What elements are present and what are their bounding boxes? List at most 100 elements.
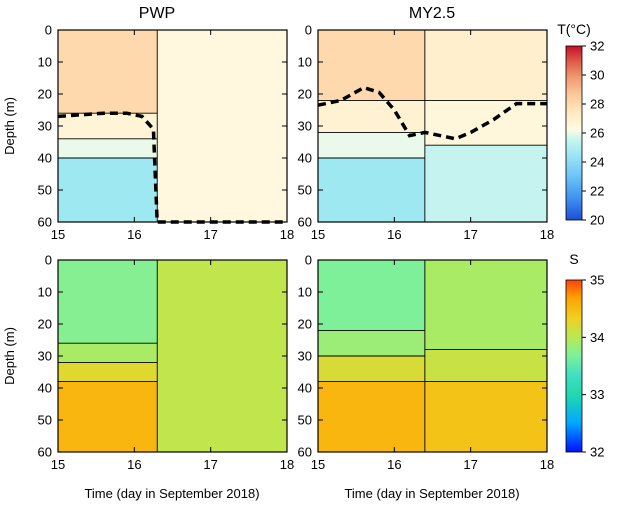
heatmap-region-3 (318, 158, 425, 222)
colorbar-tick-label: 35 (590, 273, 604, 288)
x-tick-label: 16 (127, 227, 141, 242)
colorbar-ticks-temperature: 20 22 24 26 28 30 32 (582, 39, 604, 228)
x-axis-label-my25-salinity: Time (day in September 2018) (344, 486, 519, 501)
heatmap-cells-pwp-temperature (58, 30, 287, 222)
x-tick-label: 18 (280, 457, 294, 472)
y-tick-label: 0 (305, 23, 312, 38)
y-tick-label: 30 (298, 349, 312, 364)
y-tick-label: 30 (38, 349, 52, 364)
y-tick-label: 10 (38, 285, 52, 300)
heatmap-region-3 (318, 381, 425, 452)
x-tick-label: 15 (51, 227, 65, 242)
x-tick-label: 17 (463, 457, 477, 472)
panel-pwp-temperature: PWP 0 10 20 30 40 50 60 15 16 17 18 Depth (m) (2, 5, 294, 242)
colorbar-tick-label: 33 (590, 387, 604, 402)
colorbar-title-salinity: S (569, 251, 578, 267)
y-tick-label: 40 (38, 381, 52, 396)
heatmap-cells-my25-temperature (318, 30, 547, 222)
y-ticks-pwp-temperature: 0 10 20 30 40 50 60 (38, 23, 287, 230)
x-tick-label: 15 (51, 457, 65, 472)
panel-pwp-salinity: 0 10 20 30 40 50 60 15 16 17 18 Depth (m) Time (d… (2, 253, 294, 502)
y-tick-label: 20 (38, 317, 52, 332)
colorbar-tick-label: 30 (590, 68, 604, 83)
y-tick-label: 50 (38, 413, 52, 428)
heatmap-region-2 (318, 132, 425, 158)
heatmap-region-1 (318, 100, 425, 133)
heatmap-region-6 (424, 381, 547, 452)
y-tick-label: 10 (38, 55, 52, 70)
colorbar-tick-label: 32 (590, 39, 604, 54)
x-tick-label: 17 (203, 457, 217, 472)
y-ticks-pwp-salinity: 0 10 20 30 40 50 60 (38, 253, 287, 460)
x-tick-label: 17 (463, 227, 477, 242)
heatmap-region-4 (157, 30, 287, 222)
y-tick-label: 20 (298, 87, 312, 102)
y-tick-label: 30 (298, 119, 312, 134)
colorbar-salinity: S 32 33 34 35 (565, 251, 604, 460)
y-ticks-my25-temperature: 0 10 20 30 40 50 60 (298, 23, 547, 230)
heatmap-region-4 (424, 260, 547, 350)
y-tick-label: 20 (38, 87, 52, 102)
heatmap-region-0 (318, 260, 425, 331)
colorbar-ticks-salinity: 32 33 34 35 (582, 273, 604, 460)
colorbar-title-temperature: T(°C) (557, 21, 591, 37)
colorbar-gradient-temperature (565, 45, 583, 221)
x-tick-label: 15 (311, 227, 325, 242)
y-axis-label-pwp-salinity: Depth (m) (2, 327, 17, 385)
x-ticks-pwp-temperature: 15 16 17 18 (51, 30, 294, 242)
colorbar-tick-label: 24 (590, 155, 604, 170)
panel-title-pwp: PWP (139, 5, 175, 22)
y-tick-label: 40 (298, 151, 312, 166)
heatmap-region-1 (318, 330, 425, 356)
panel-title-my25: MY2.5 (409, 5, 455, 22)
heatmap-region-4 (424, 30, 547, 101)
colorbar-tick-label: 28 (590, 97, 604, 112)
y-axis-label-pwp-temperature: Depth (m) (2, 97, 17, 155)
x-tick-label: 18 (540, 227, 554, 242)
heatmap-cells-my25-salinity (318, 260, 547, 452)
x-tick-label: 16 (387, 227, 401, 242)
mixed-layer-depth-my25 (317, 85, 547, 141)
colorbar-tick-label: 26 (590, 126, 604, 141)
x-axis-label-pwp-salinity: Time (day in September 2018) (84, 486, 259, 501)
y-tick-label: 30 (38, 119, 52, 134)
x-tick-label: 15 (311, 457, 325, 472)
heatmap-region-2 (58, 362, 158, 382)
panel-my25-salinity: 0 10 20 30 40 50 60 15 16 17 18 Time (day in Sept… (298, 253, 555, 502)
x-tick-label: 16 (127, 457, 141, 472)
y-tick-label: 60 (298, 215, 312, 230)
heatmap-region-6 (424, 145, 547, 222)
y-tick-label: 20 (298, 317, 312, 332)
x-ticks-my25-temperature: 15 16 17 18 (311, 30, 554, 242)
y-tick-label: 60 (298, 445, 312, 460)
heatmap-cells-pwp-salinity (58, 260, 287, 452)
y-tick-label: 10 (298, 285, 312, 300)
heatmap-region-2 (318, 356, 425, 382)
contours-pwp-salinity (58, 260, 158, 452)
colorbar-tick-label: 22 (590, 184, 604, 199)
x-tick-label: 16 (387, 457, 401, 472)
colorbar-tick-label: 32 (590, 445, 604, 460)
y-tick-label: 60 (38, 215, 52, 230)
heatmap-region-3 (58, 158, 158, 222)
contours-my25-temperature (318, 30, 547, 222)
colorbar-gradient-salinity (565, 279, 583, 453)
y-ticks-my25-salinity: 0 10 20 30 40 50 60 (298, 253, 547, 460)
y-tick-label: 0 (45, 23, 52, 38)
heatmap-region-5 (424, 349, 547, 382)
x-tick-label: 17 (203, 227, 217, 242)
heatmap-region-3 (58, 381, 158, 452)
x-ticks-pwp-salinity: 15 16 17 18 (51, 260, 294, 472)
heatmap-region-0 (58, 260, 158, 344)
y-tick-label: 50 (298, 183, 312, 198)
y-tick-label: 40 (298, 381, 312, 396)
x-ticks-my25-salinity: 15 16 17 18 (311, 260, 554, 472)
y-tick-label: 10 (298, 55, 312, 70)
panel-my25-temperature: MY2.5 0 10 20 30 40 50 60 15 16 17 18 (298, 5, 555, 242)
y-tick-label: 50 (38, 183, 52, 198)
x-tick-label: 18 (280, 227, 294, 242)
y-tick-label: 40 (38, 151, 52, 166)
x-tick-label: 18 (540, 457, 554, 472)
heatmap-region-4 (157, 260, 287, 452)
